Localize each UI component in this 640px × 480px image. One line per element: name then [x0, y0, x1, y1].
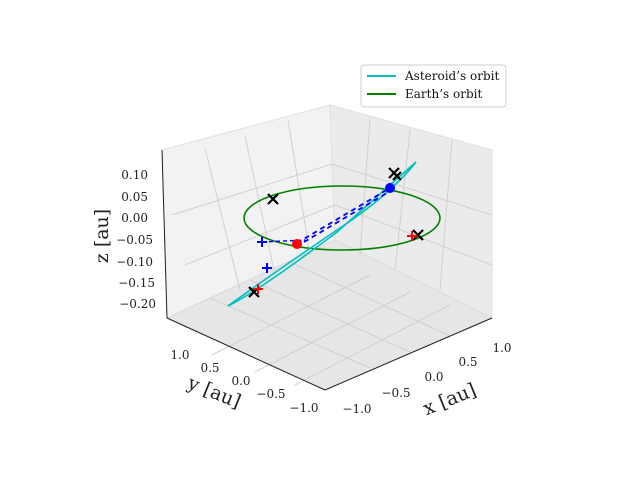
- x-tick-label: 1.0: [492, 341, 511, 355]
- z-tick-label: 0.00: [121, 211, 148, 225]
- plus-marker: [262, 263, 272, 273]
- z-tick-label: 0.10: [121, 168, 148, 182]
- position-dot: [385, 183, 395, 193]
- legend-label-asteroid: Asteroid’s orbit: [404, 69, 499, 83]
- earth-orbit-line: [243, 185, 441, 251]
- plus-marker: [253, 284, 263, 294]
- x-tick-label: 0.5: [458, 355, 477, 369]
- y-tick-labels: 1.0 0.5 0.0 −0.5 −1.0: [170, 348, 318, 415]
- legend-box: [360, 64, 507, 108]
- z-tick-label: −0.20: [119, 297, 156, 311]
- sun-dot: [292, 239, 302, 249]
- x-tick-label: 0.0: [424, 370, 443, 384]
- x-tick-label: −1.0: [342, 402, 371, 416]
- y-tick-label: 1.0: [170, 348, 189, 362]
- y-tick-label: −1.0: [289, 401, 318, 415]
- x-axis-label: x [au]: [420, 379, 479, 420]
- y-tick-label: 0.0: [231, 374, 250, 388]
- plus-markers: [253, 231, 417, 294]
- z-tick-label: −0.05: [116, 233, 153, 247]
- legend-label-earth: Earth’s orbit: [405, 87, 482, 101]
- axis-lines: [161, 149, 493, 391]
- z-axis-label: z [au]: [91, 209, 113, 263]
- x-marker: [392, 171, 402, 181]
- legend: Asteroid’s orbit Earth’s orbit: [360, 64, 507, 108]
- y-tick-label: −0.5: [256, 387, 285, 401]
- z-tick-label: −0.10: [116, 255, 153, 269]
- x-marker: [267, 193, 279, 205]
- plus-marker: [407, 231, 417, 241]
- dashed-connector: [303, 189, 393, 243]
- z-tick-labels: 0.10 0.05 0.00 −0.05 −0.10 −0.15 −0.20: [116, 168, 156, 311]
- x-tick-labels: −1.0 −0.5 0.0 0.5 1.0: [342, 341, 511, 416]
- x-marker: [412, 229, 424, 241]
- x-tick-label: −0.5: [381, 386, 410, 400]
- z-tick-label: 0.05: [121, 190, 148, 204]
- z-tick-label: −0.15: [118, 276, 155, 290]
- dashed-connector: [296, 187, 391, 244]
- plus-marker: [257, 237, 267, 247]
- y-tick-label: 0.5: [200, 361, 219, 375]
